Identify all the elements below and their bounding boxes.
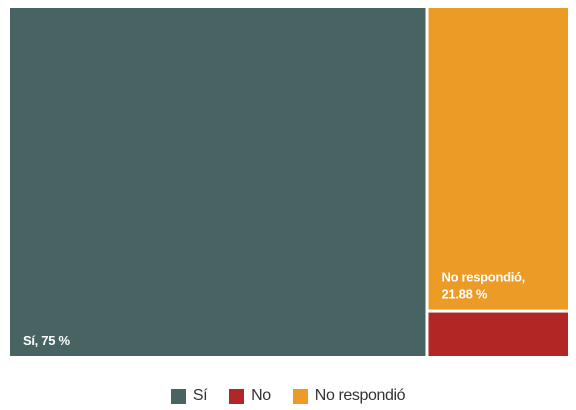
legend: Sí No No respondió — [0, 385, 576, 407]
tile-label-si: Sí, 75 % — [23, 333, 70, 348]
tile-si[interactable] — [10, 8, 426, 356]
legend-item-no[interactable]: No — [229, 387, 271, 405]
tile-no-respondio[interactable] — [428, 8, 569, 310]
legend-swatch-si — [170, 388, 186, 404]
legend-label-no-respondio: No respondió — [314, 387, 406, 404]
legend-item-si[interactable]: Sí — [170, 387, 208, 405]
legend-swatch-no-respondio — [292, 388, 308, 404]
legend-label-no: No — [251, 387, 271, 404]
legend-item-no-respondio[interactable]: No respondió — [292, 387, 406, 405]
legend-label-si: Sí — [192, 387, 208, 404]
tile-label-no-respondio: No respondió, 21.88 % — [442, 270, 526, 302]
tile-no[interactable] — [428, 312, 569, 356]
legend-swatch-no — [229, 388, 245, 404]
